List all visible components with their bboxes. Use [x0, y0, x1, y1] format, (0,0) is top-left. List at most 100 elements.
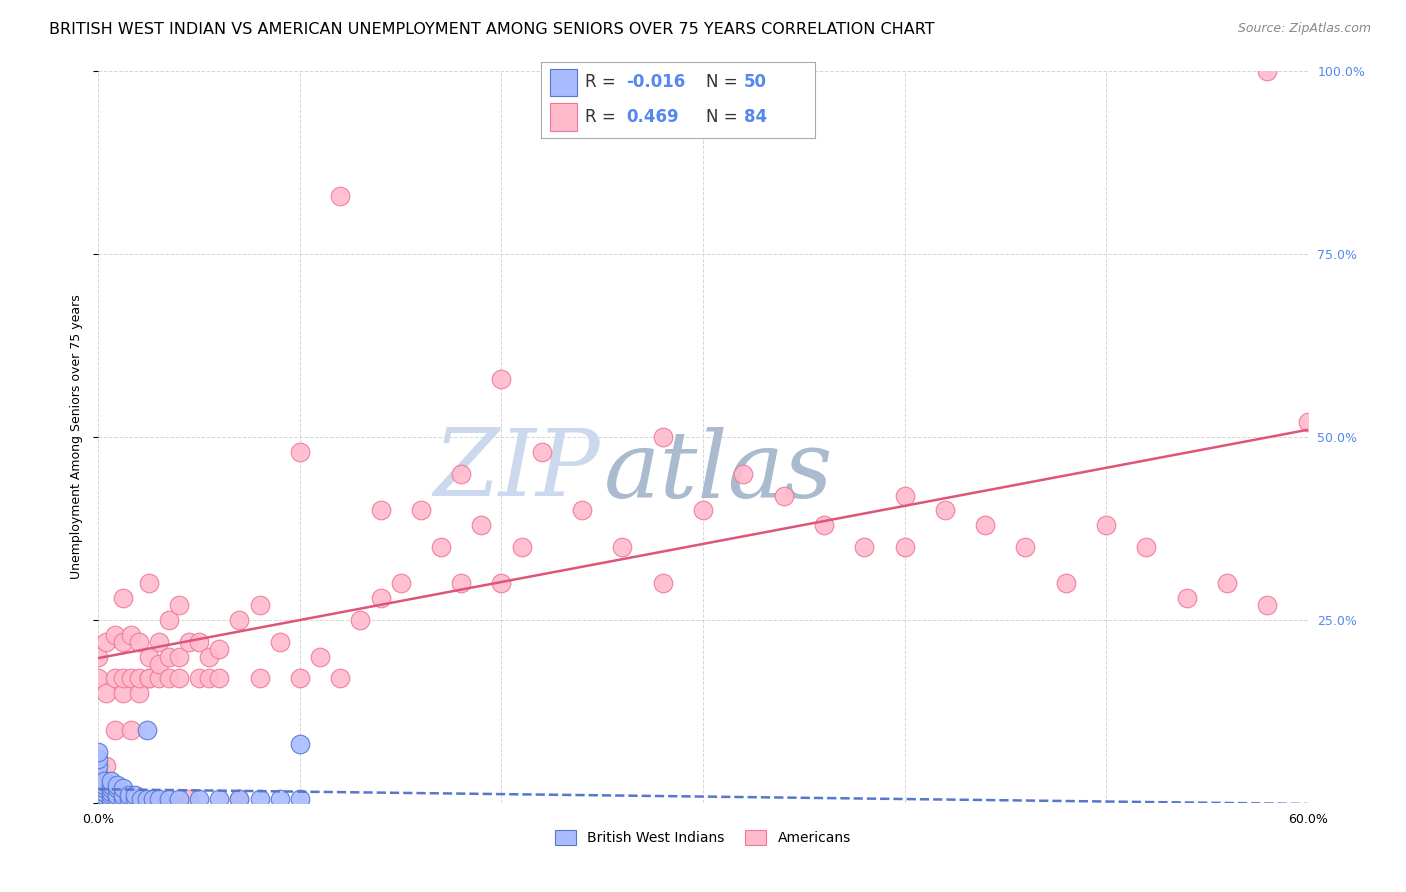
Point [853, 540, 876, 554]
Y-axis label: Unemployment Among Seniors over 75 years: Unemployment Among Seniors over 75 years [70, 294, 83, 580]
Point [188, 792, 211, 806]
Point [349, 613, 371, 627]
Point [269, 792, 291, 806]
Point [167, 792, 190, 806]
Point [105, 789, 128, 803]
Point [813, 517, 835, 532]
Point [389, 576, 412, 591]
Point [124, 789, 146, 803]
Point [93, 792, 115, 806]
Point [135, 792, 157, 806]
Point [370, 503, 392, 517]
Point [157, 649, 180, 664]
Point [120, 627, 142, 641]
Text: 84: 84 [744, 108, 768, 126]
Point [772, 489, 794, 503]
Point [87, 785, 110, 799]
Point [118, 789, 141, 803]
Point [100, 781, 122, 796]
Point [974, 517, 997, 532]
Point [228, 792, 250, 806]
Point [96, 686, 118, 700]
Point [111, 792, 134, 806]
Point [309, 649, 332, 664]
Text: ZIP: ZIP [433, 425, 600, 515]
Point [188, 635, 211, 649]
Point [103, 723, 125, 737]
Point [249, 792, 271, 806]
Point [179, 792, 201, 806]
Point [87, 796, 110, 810]
Point [288, 792, 311, 806]
Point [100, 778, 122, 792]
Point [491, 576, 513, 591]
Point [100, 785, 122, 799]
Point [148, 635, 170, 649]
Point [1054, 576, 1077, 591]
Point [228, 613, 250, 627]
Point [269, 635, 291, 649]
Text: 0.469: 0.469 [626, 108, 679, 126]
Point [157, 792, 180, 806]
Point [120, 672, 142, 686]
Point [288, 444, 311, 458]
Point [188, 672, 211, 686]
Point [103, 672, 125, 686]
Point [167, 672, 190, 686]
Point [87, 759, 110, 773]
Point [103, 627, 125, 641]
Point [105, 792, 128, 806]
Point [288, 672, 311, 686]
Point [111, 672, 134, 686]
Point [208, 642, 231, 657]
Text: Source: ZipAtlas.com: Source: ZipAtlas.com [1237, 22, 1371, 36]
Point [450, 576, 472, 591]
Point [138, 672, 160, 686]
Point [111, 686, 134, 700]
Point [249, 599, 271, 613]
Text: BRITISH WEST INDIAN VS AMERICAN UNEMPLOYMENT AMONG SENIORS OVER 75 YEARS CORRELA: BRITISH WEST INDIAN VS AMERICAN UNEMPLOY… [49, 22, 935, 37]
Point [167, 649, 190, 664]
Point [893, 540, 915, 554]
Point [87, 773, 110, 788]
Point [111, 635, 134, 649]
Point [111, 789, 134, 803]
Point [329, 672, 352, 686]
Point [87, 672, 110, 686]
Point [128, 635, 150, 649]
Point [651, 576, 673, 591]
Point [157, 613, 180, 627]
Point [612, 540, 634, 554]
Point [692, 503, 714, 517]
Point [208, 792, 231, 806]
Text: atlas: atlas [603, 427, 834, 517]
Point [1014, 540, 1036, 554]
Point [148, 792, 170, 806]
Point [138, 649, 160, 664]
Point [138, 672, 160, 686]
Point [1135, 540, 1157, 554]
Point [93, 785, 115, 799]
Point [87, 752, 110, 766]
Point [142, 792, 165, 806]
Point [1216, 576, 1239, 591]
Point [329, 188, 352, 202]
Point [470, 517, 492, 532]
Text: -0.016: -0.016 [626, 73, 686, 91]
Point [1095, 517, 1118, 532]
Point [128, 672, 150, 686]
Point [208, 672, 231, 686]
Point [105, 781, 128, 796]
Point [491, 371, 513, 385]
Point [370, 591, 392, 605]
Point [135, 723, 157, 737]
Point [93, 796, 115, 810]
Text: R =: R = [585, 108, 621, 126]
Point [93, 778, 115, 792]
Point [96, 759, 118, 773]
Point [111, 591, 134, 605]
Text: N =: N = [706, 73, 742, 91]
Point [450, 467, 472, 481]
Point [530, 444, 553, 458]
Point [249, 672, 271, 686]
